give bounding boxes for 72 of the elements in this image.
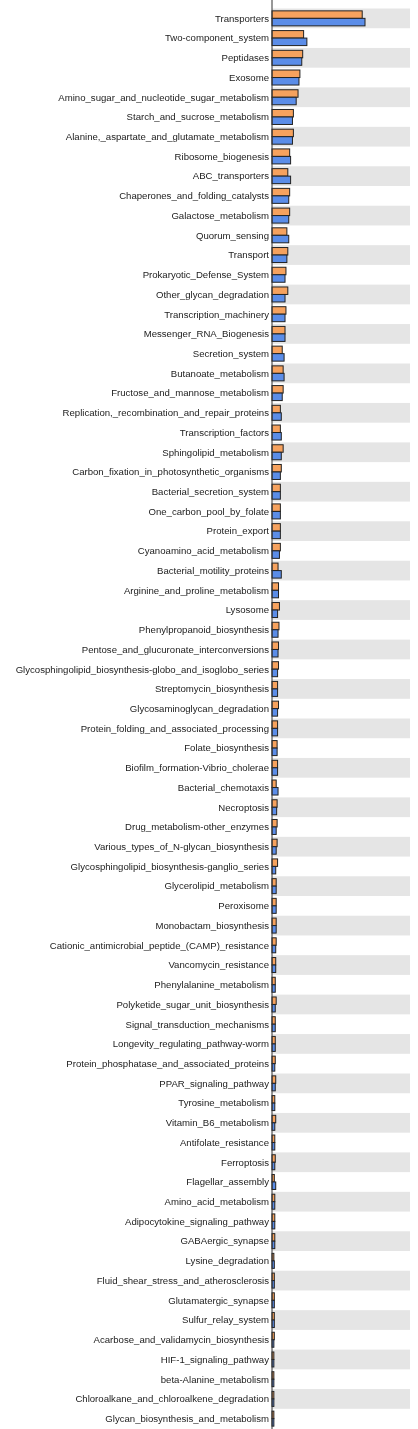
- y-tick-label: Fructose_and_mannose_metabolism: [111, 387, 269, 399]
- y-tick-label: Messenger_RNA_Biogenesis: [143, 328, 270, 340]
- y-tick-label: GABAergic_synapse: [180, 1235, 269, 1247]
- y-tick-label: Two-component_system: [165, 32, 269, 44]
- y-tick-label: Lysosome: [225, 604, 269, 616]
- y-tick-label: Other_glycan_degradation: [155, 288, 269, 300]
- y-tick-label: Adipocytokine_signaling_pathway: [124, 1215, 270, 1227]
- y-tick-label: Ribosome_biogenesis: [174, 150, 270, 162]
- y-tick-label: Protein_export: [206, 525, 270, 537]
- y-tick-label: Drug_metabolism-other_enzymes: [125, 821, 270, 833]
- y-tick-label: Transcription_factors: [179, 426, 270, 438]
- y-tick-label: Transcription_machinery: [164, 308, 270, 320]
- y-tick-label: Tyrosine_metabolism: [178, 1097, 269, 1109]
- y-tick-label: Signal_transduction_mechanisms: [125, 1018, 270, 1030]
- y-tick-label: Fluid_shear_stress_and_atherosclerosis: [96, 1274, 270, 1286]
- y-tick-label: Lysine_degradation: [185, 1255, 269, 1267]
- y-tick-label: ABC_transporters: [192, 170, 270, 182]
- y-tick-label: Transport: [228, 249, 270, 261]
- y-tick-label: Alanine,_aspartate_and_glutamate_metabolism: [65, 131, 270, 143]
- y-tick-label: HIF-1_signaling_pathway: [160, 1353, 270, 1365]
- y-tick-label: One_carbon_pool_by_folate: [148, 505, 269, 517]
- y-tick-label: Glutamatergic_synapse: [168, 1294, 269, 1306]
- y-tick-label: Secretion_system: [192, 348, 270, 359]
- y-tick-label: Pentose_and_glucuronate_interconversions: [81, 643, 270, 655]
- y-tick-label: Protein_phosphatase_and_associated_proteins: [66, 1058, 270, 1069]
- y-tick-label: Transporters: [214, 12, 270, 24]
- y-tick-label: Cyanoamino_acid_metabolism: [137, 545, 269, 557]
- y-tick-label: Starch_and_sucrose_metabolism: [126, 111, 269, 123]
- y-tick-label: Cationic_antimicrobial_peptide_(CAMP)_resistance: [49, 939, 269, 951]
- y-tick-label: Necroptosis: [218, 801, 270, 813]
- y-tick-label: Peroxisome: [218, 900, 269, 912]
- y-tick-label: Amino_sugar_and_nucleotide_sugar_metabolism: [58, 91, 269, 103]
- y-tick-label: Glycan_biosynthesis_and_metabolism: [105, 1413, 270, 1424]
- y-tick-label: Glycosaminoglycan_degradation: [129, 703, 269, 714]
- y-tick-label: Chaperones_and_folding_catalysts: [119, 190, 270, 202]
- y-tick-label: Glycosphingolipid_biosynthesis-globo_and_isoglobo_series: [15, 663, 270, 675]
- y-tick-label: Streptomycin_biosynthesis: [154, 683, 270, 695]
- y-tick-label: Bacterial_motility_proteins: [157, 564, 270, 576]
- y-tick-label: Longevity_regulating_pathway-worm: [112, 1038, 269, 1050]
- y-tick-label: Galactose_metabolism: [171, 209, 269, 221]
- y-tick-label: Sphingolipid_metabolism: [162, 446, 269, 458]
- y-tick-label: Carbon_fixation_in_photosynthetic_organisms: [72, 466, 270, 478]
- y-tick-label: Peptidases: [221, 52, 270, 64]
- y-tick-label: Polyketide_sugar_unit_biosynthesis: [116, 998, 270, 1010]
- y-tick-label: Chloroalkane_and_chloroalkene_degradation: [75, 1393, 269, 1405]
- y-tick-label: Prokaryotic_Defense_System: [142, 269, 270, 281]
- y-tick-label: Biofilm_formation-Vibrio_cholerae: [125, 762, 269, 774]
- y-tick-label: Monobactam_biosynthesis: [155, 919, 270, 931]
- y-tick-label: Arginine_and_proline_metabolism: [123, 584, 269, 596]
- y-tick-label: Vitamin_B6_metabolism: [165, 1117, 269, 1129]
- y-tick-label: Antifolate_resistance: [179, 1136, 269, 1148]
- y-tick-label: Glycerolipid_metabolism: [164, 880, 269, 892]
- y-tick-label: beta-Alanine_metabolism: [160, 1373, 269, 1385]
- y-tick-label: Various_types_of_N-glycan_biosynthesis: [94, 841, 270, 853]
- y-tick-label: Phenylalanine_metabolism: [154, 979, 269, 991]
- y-tick-label: Replication,_recombination_and_repair_proteins: [62, 407, 270, 419]
- y-tick-label: Butanoate_metabolism: [170, 367, 269, 379]
- y-tick-label: Bacterial_secretion_system: [151, 486, 269, 498]
- y-tick-label: Folate_biosynthesis: [184, 742, 270, 754]
- y-tick-label: Glycosphingolipid_biosynthesis-ganglio_series: [70, 860, 270, 872]
- y-tick-label: Flagellar_assembly: [186, 1176, 270, 1188]
- y-tick-label: Bacterial_chemotaxis: [177, 781, 270, 793]
- y-tick-label: Quorum_sensing: [195, 229, 269, 241]
- y-tick-label: Phenylpropanoid_biosynthesis: [138, 624, 270, 636]
- y-tick-label: Vancomycin_resistance: [168, 959, 269, 971]
- y-tick-label: Protein_folding_and_associated_processing: [80, 722, 269, 734]
- y-tick-label: Sulfur_relay_system: [182, 1314, 269, 1326]
- y-tick-label: Ferroptosis: [221, 1156, 270, 1168]
- y-tick-label: Amino_acid_metabolism: [164, 1196, 270, 1208]
- y-tick-label: Acarbose_and_validamycin_biosynthesis: [93, 1334, 270, 1346]
- y-tick-label: Exosome: [229, 71, 269, 83]
- y-tick-label: PPAR_signaling_pathway: [159, 1077, 270, 1089]
